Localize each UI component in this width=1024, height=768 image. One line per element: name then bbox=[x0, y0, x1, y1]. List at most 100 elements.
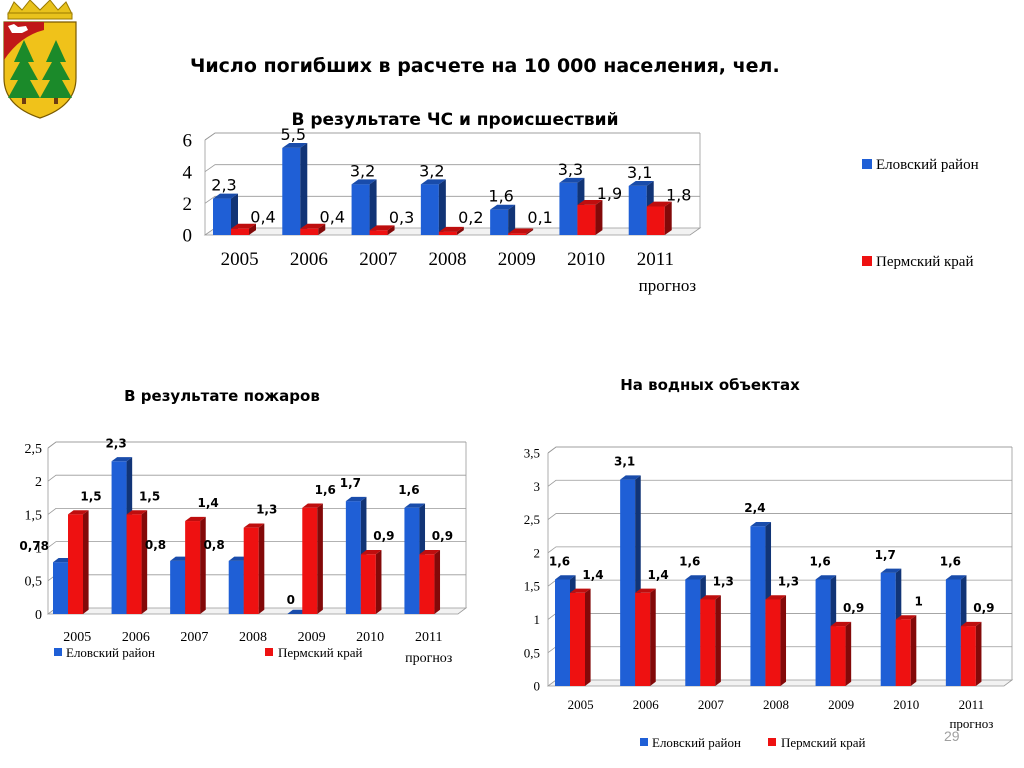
bar-side bbox=[438, 179, 446, 235]
data-label: 3,2 bbox=[350, 161, 375, 180]
gridline bbox=[547, 446, 1012, 454]
data-label: 1 bbox=[915, 594, 923, 608]
bar-side bbox=[765, 522, 772, 686]
bar-perm-2005: 1,5 bbox=[68, 489, 102, 614]
bar-side bbox=[387, 225, 395, 235]
bar-perm-2010: 0,9 bbox=[360, 529, 394, 614]
data-label: 1,6 bbox=[809, 554, 830, 568]
data-label: 1,4 bbox=[648, 568, 669, 582]
bar-front bbox=[404, 507, 420, 614]
bar-side bbox=[960, 575, 967, 686]
bar-side bbox=[830, 575, 837, 686]
bar-side bbox=[910, 615, 917, 686]
bar-side bbox=[526, 228, 534, 235]
bar-front bbox=[282, 147, 301, 235]
data-label: 3,1 bbox=[614, 455, 635, 469]
bar-top bbox=[635, 588, 656, 593]
bar-perm-2005: 1,4 bbox=[570, 568, 604, 686]
bar-front bbox=[126, 514, 142, 614]
chart-title: В результате ЧС и происшествий bbox=[291, 110, 618, 130]
gridline bbox=[204, 195, 700, 204]
bar-elovsky-2011: 1,6 bbox=[940, 554, 967, 686]
bar-front bbox=[895, 619, 911, 686]
y-tick-label: 4 bbox=[183, 162, 193, 183]
plot-wall-top bbox=[547, 446, 1012, 454]
bar-perm-2005: 0,4 bbox=[231, 208, 276, 235]
gridline bbox=[547, 479, 1012, 487]
data-label: 0,8 bbox=[203, 538, 224, 552]
bar-elovsky-2006: 5,5 bbox=[281, 125, 308, 235]
bar-top bbox=[830, 621, 852, 627]
bar-front bbox=[111, 461, 127, 614]
bar-front bbox=[508, 233, 527, 235]
data-label: 1,6 bbox=[398, 483, 419, 497]
bar-top bbox=[646, 201, 672, 207]
bar-top bbox=[68, 510, 89, 515]
bar-front bbox=[420, 184, 439, 235]
data-label: 1,6 bbox=[679, 554, 700, 568]
bar-side bbox=[185, 556, 191, 614]
bar-side bbox=[895, 568, 902, 686]
bar-perm-2011: 0,9 bbox=[960, 601, 994, 686]
bar-perm-2006: 1,5 bbox=[126, 489, 160, 614]
chart-emergencies: В результате ЧС и происшествий 2,3 0,4 5,5… bbox=[183, 110, 979, 295]
bar-front bbox=[559, 182, 578, 235]
bar-elovsky-2007: 0,8 bbox=[145, 538, 191, 614]
x-tick-label: 2009 bbox=[298, 630, 326, 645]
bar-top bbox=[577, 200, 603, 205]
data-label: 1,6 bbox=[315, 483, 336, 497]
legend-swatch-elovsky bbox=[640, 738, 648, 746]
data-label: 0,9 bbox=[973, 601, 994, 615]
bar-perm-2009: 1,6 bbox=[302, 483, 336, 614]
gridline bbox=[547, 613, 1012, 620]
x-tick-label: 2007 bbox=[698, 697, 725, 712]
bar-top bbox=[700, 595, 721, 600]
bar-front bbox=[360, 554, 376, 614]
bar-front bbox=[880, 572, 896, 686]
data-label: 0,9 bbox=[373, 529, 394, 543]
bar-side bbox=[375, 550, 382, 614]
bar-front bbox=[243, 527, 259, 614]
bar-perm-2007: 1,4 bbox=[185, 496, 219, 614]
chart-title: В результате пожаров bbox=[124, 387, 320, 405]
data-label: 0,4 bbox=[320, 208, 345, 227]
bar-side bbox=[715, 595, 721, 686]
data-label: 1,3 bbox=[256, 503, 277, 517]
bar-top bbox=[345, 496, 367, 502]
bar-top bbox=[213, 193, 238, 199]
bar-side bbox=[317, 503, 323, 614]
y-tick-label: 1 bbox=[534, 612, 541, 627]
bar-front bbox=[438, 231, 457, 235]
bar-front bbox=[620, 479, 636, 686]
gridline bbox=[547, 546, 1012, 554]
data-label: 0 bbox=[287, 593, 295, 607]
bar-perm-2007: 1,3 bbox=[700, 574, 734, 686]
bar-perm-2007: 0,3 bbox=[369, 208, 414, 235]
bar-top bbox=[750, 522, 772, 527]
slide-number: 29 bbox=[944, 728, 960, 744]
bar-elovsky-2007: 1,6 bbox=[679, 554, 706, 686]
bar-top bbox=[628, 181, 654, 186]
bar-top bbox=[555, 575, 576, 580]
bar-top bbox=[685, 575, 706, 580]
gridline bbox=[47, 441, 466, 449]
bar-top bbox=[490, 204, 516, 210]
bar-elovsky-2009: 1,6 bbox=[488, 187, 516, 235]
bar-top bbox=[508, 228, 534, 234]
x-tick-label: 2011 bbox=[637, 249, 674, 270]
bar-elovsky-2008: 0,8 bbox=[203, 538, 250, 614]
coat-of-arms-logo bbox=[3, 0, 77, 119]
data-label: 0,8 bbox=[145, 538, 166, 552]
bar-top bbox=[419, 550, 441, 555]
bar-side bbox=[141, 510, 148, 614]
bar-top bbox=[815, 575, 837, 580]
bar-front bbox=[490, 209, 509, 235]
bar-front bbox=[419, 554, 435, 614]
y-tick-label: 0 bbox=[35, 608, 42, 623]
data-label: 1,6 bbox=[549, 554, 570, 568]
bar-perm-2008: 1,3 bbox=[243, 503, 277, 614]
bar-top bbox=[404, 503, 426, 508]
bar-side bbox=[635, 475, 641, 686]
y-tick-label: 2 bbox=[35, 475, 42, 490]
bar-side bbox=[434, 550, 441, 614]
